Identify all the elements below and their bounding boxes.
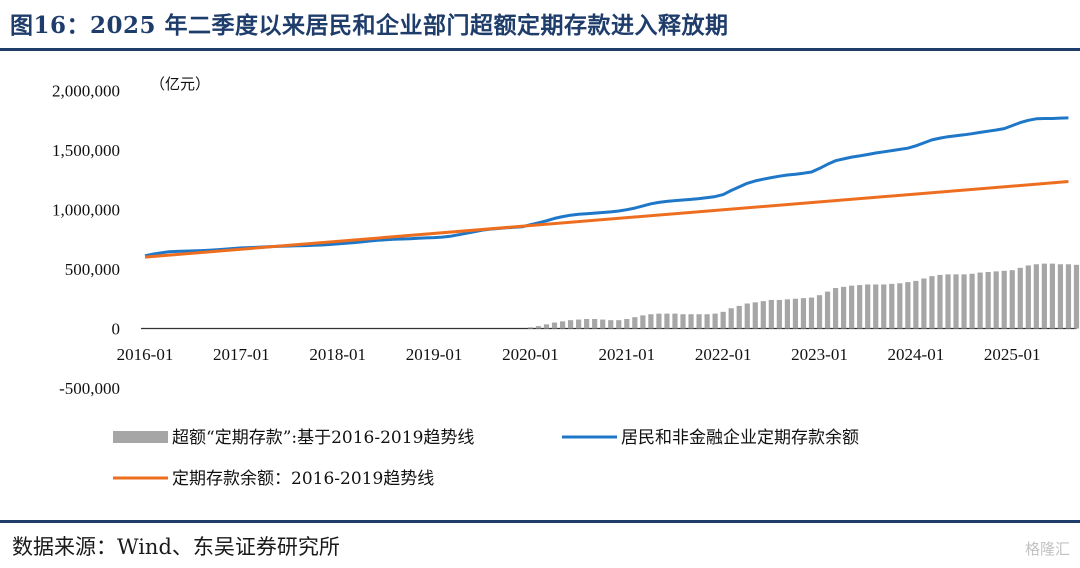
bar [640, 315, 646, 329]
watermark: 格隆汇 [1024, 540, 1070, 558]
bar [527, 327, 534, 329]
bar [961, 274, 967, 329]
title-divider [0, 48, 1080, 51]
x-tick-label: 2021-01 [598, 345, 655, 364]
x-tick-label: 2020-01 [502, 345, 559, 364]
bar [664, 313, 670, 329]
bar [567, 320, 574, 329]
bar [712, 313, 718, 329]
bar [1073, 264, 1080, 329]
chart-canvas: （亿元） 2,000,000 1,500,000 1,000,000 500,000 0… [52, 75, 1080, 489]
x-tick-label: 2018-01 [309, 345, 366, 364]
bar [937, 274, 943, 329]
x-tick-label: 2024-01 [888, 345, 945, 364]
bar [704, 314, 710, 329]
bar [1025, 265, 1031, 329]
bar [792, 298, 799, 329]
bar [865, 284, 871, 329]
x-tick-label: 2025-01 [984, 345, 1041, 364]
bar [672, 313, 678, 329]
x-tick-label: 2019-01 [406, 345, 463, 364]
bar [921, 278, 927, 329]
legend-swatch-bar [113, 431, 168, 443]
bar [752, 302, 758, 329]
bar [688, 314, 694, 329]
bar [1033, 264, 1039, 329]
bar [977, 272, 983, 329]
bar [1009, 270, 1015, 329]
bar [993, 271, 999, 329]
bar [648, 314, 654, 329]
x-tick-label: 2017-01 [213, 345, 270, 364]
bar [768, 299, 774, 329]
bar [1001, 270, 1007, 329]
bar [913, 280, 919, 329]
bar [543, 324, 550, 329]
bar [985, 271, 991, 329]
bar [784, 299, 790, 329]
x-tick-label: 2016-01 [117, 345, 174, 364]
bar [592, 318, 598, 329]
legend-label-balance: 居民和非金融企业定期存款余额 [621, 428, 859, 448]
bar [728, 308, 734, 329]
bar [905, 282, 911, 329]
bar [857, 285, 863, 329]
bar [535, 326, 542, 329]
deposit-balance-line [144, 116, 1069, 258]
bar [889, 283, 895, 329]
bar [624, 318, 630, 329]
bar [744, 303, 750, 329]
legend-label-trend: 定期存款余额：2016-2019趋势线 [172, 469, 434, 489]
bar [576, 319, 582, 329]
bar [816, 295, 823, 329]
bar [776, 299, 782, 329]
bar [849, 285, 855, 329]
bar [873, 284, 879, 329]
bar [808, 297, 815, 329]
x-tick-label: 2022-01 [695, 345, 752, 364]
bar [1017, 267, 1023, 329]
y-tick-label: 1,000,000 [52, 201, 120, 220]
bar [897, 283, 903, 329]
bar [841, 286, 847, 329]
bar [1057, 264, 1064, 329]
footer-divider [0, 520, 1080, 523]
bar [929, 276, 935, 329]
bar [969, 273, 975, 329]
bar [1049, 263, 1055, 329]
bar [680, 314, 686, 329]
bar [600, 319, 606, 329]
bar [656, 313, 662, 329]
y-tick-label: 0 [112, 320, 121, 339]
y-tick-label: 1,500,000 [52, 141, 120, 160]
bar [953, 274, 959, 329]
y-tick-label: -500,000 [59, 379, 120, 398]
bar [1065, 264, 1072, 329]
chart-title: 图16：2025 年二季度以来居民和企业部门超额定期存款进入释放期 [10, 12, 729, 39]
x-tick-label: 2023-01 [791, 345, 848, 364]
bar [881, 284, 887, 329]
bar [616, 320, 622, 329]
bar [696, 314, 702, 329]
y-tick-label: 500,000 [65, 260, 120, 279]
bar [832, 288, 839, 329]
legend-label-bar: 超额“定期存款”:基于2016-2019趋势线 [172, 428, 474, 448]
bar [760, 301, 766, 329]
bar [551, 322, 558, 329]
bar [736, 305, 742, 329]
y-tick-label: 2,000,000 [52, 82, 120, 101]
bar [945, 274, 951, 329]
bar [1041, 263, 1047, 329]
bar [608, 320, 614, 329]
bar [559, 321, 566, 329]
bar [824, 291, 831, 329]
bar [720, 311, 726, 329]
bar [584, 318, 590, 329]
y-unit-label: （亿元） [150, 75, 210, 93]
bar [800, 298, 807, 329]
source-note: 数据来源：Wind、东吴证券研究所 [12, 535, 340, 559]
bar [632, 317, 638, 329]
trend-line [144, 180, 1069, 259]
